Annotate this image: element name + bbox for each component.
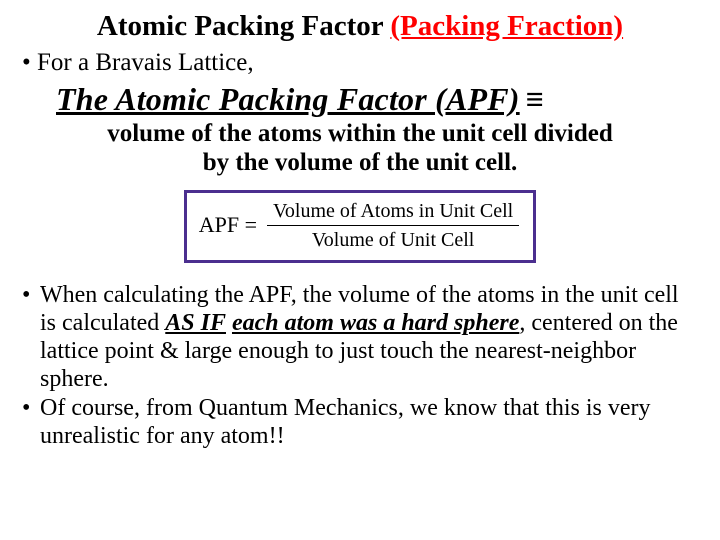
body-bullet-1-text: When calculating the APF, the volume of …	[40, 281, 700, 394]
intro-bullet: • For a Bravais Lattice,	[22, 49, 700, 77]
definition-heading: The Atomic Packing Factor (APF)≡	[56, 81, 700, 118]
equiv-symbol: ≡	[526, 81, 544, 118]
body-bullet-2-text: Of course, from Quantum Mechanics, we kn…	[40, 394, 700, 451]
formula-numerator: Volume of Atoms in Unit Cell	[267, 199, 519, 223]
b1-asif: AS IF	[165, 310, 226, 336]
intro-bullet-text: For a Bravais Lattice,	[37, 49, 254, 76]
formula-container: APF = Volume of Atoms in Unit Cell Volum…	[20, 190, 700, 263]
formula-bar	[267, 225, 519, 226]
definition-line2: by the volume of the unit cell.	[30, 149, 690, 178]
formula-box: APF = Volume of Atoms in Unit Cell Volum…	[184, 190, 536, 263]
formula-lhs: APF =	[199, 212, 257, 238]
b1-hard-sphere: each atom was a hard sphere	[232, 310, 519, 336]
definition-heading-text: The Atomic Packing Factor (APF)	[56, 81, 520, 117]
formula-fraction: Volume of Atoms in Unit Cell Volume of U…	[267, 199, 519, 252]
definition-line1: volume of the atoms within the unit cell…	[30, 120, 690, 149]
bullet-marker: •	[22, 49, 31, 76]
title-red-underlined: (Packing Fraction)	[390, 10, 623, 42]
slide-title: Atomic Packing Factor (Packing Fraction)	[20, 10, 700, 43]
formula: APF = Volume of Atoms in Unit Cell Volum…	[199, 199, 519, 252]
body-bullet-1: • When calculating the APF, the volume o…	[22, 281, 700, 394]
bullet-marker: •	[22, 281, 40, 394]
body-bullets: • When calculating the APF, the volume o…	[22, 281, 700, 451]
title-plain: Atomic Packing Factor	[97, 10, 390, 42]
body-bullet-2: • Of course, from Quantum Mechanics, we …	[22, 394, 700, 451]
slide: Atomic Packing Factor (Packing Fraction)…	[0, 0, 720, 460]
definition-body: volume of the atoms within the unit cell…	[20, 120, 700, 178]
formula-denominator: Volume of Unit Cell	[306, 228, 480, 252]
bullet-marker: •	[22, 394, 40, 451]
